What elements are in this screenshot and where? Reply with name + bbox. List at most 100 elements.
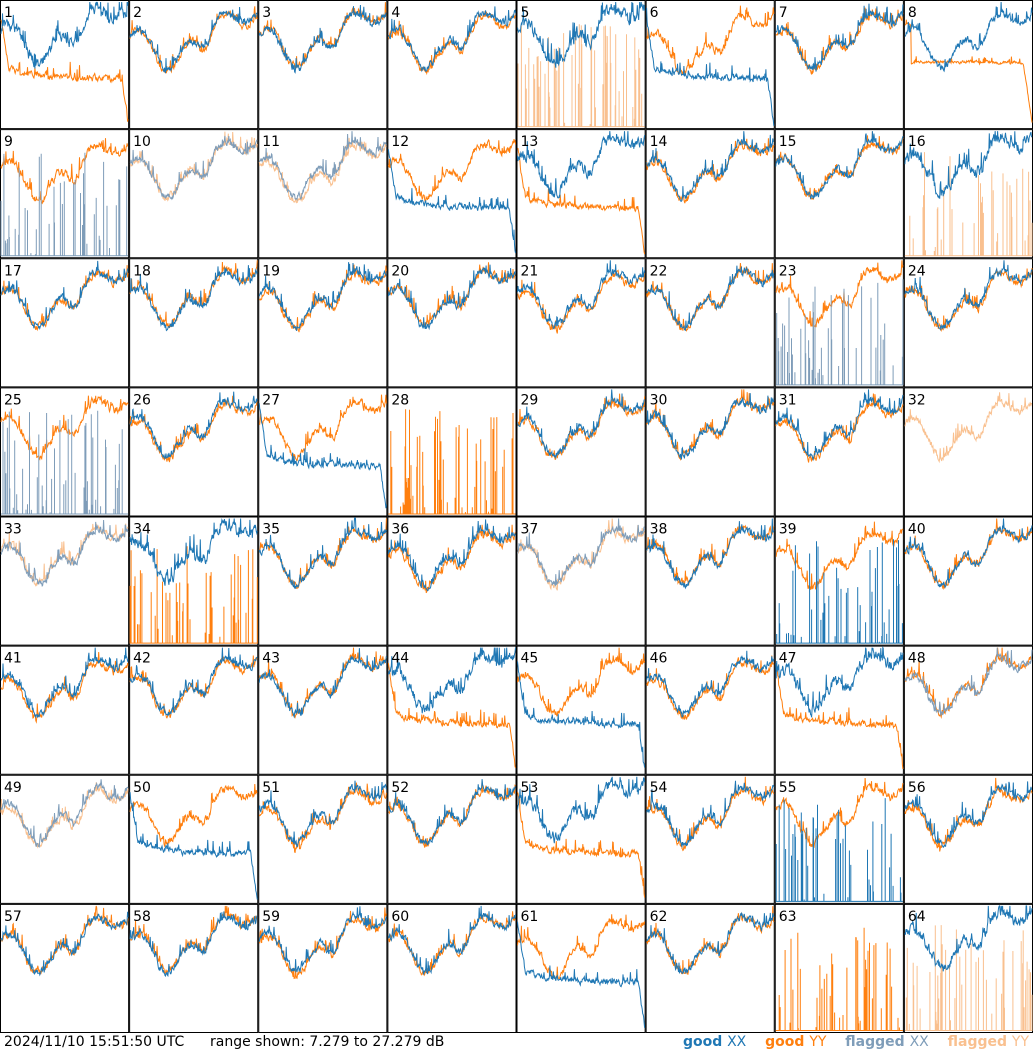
series-xx-10: [129, 135, 258, 201]
legend-flagged-xx-word: flagged: [845, 1034, 905, 1050]
panel-27: 27: [258, 387, 388, 517]
panel-label: 9: [4, 134, 13, 150]
panel-frame: [645, 903, 775, 1033]
panel-38: 38: [645, 516, 775, 646]
series-xx-50: [129, 792, 258, 900]
series-yy-32: [904, 392, 1032, 464]
series-xx-30: [646, 393, 775, 460]
series-yy-55: [775, 777, 904, 848]
series-yy-9: [0, 138, 129, 205]
series-xx-1: [0, 1, 129, 69]
series-xx-33: [0, 519, 129, 588]
series-yy-25: [0, 395, 129, 461]
panel-label: 53: [521, 780, 539, 796]
series-xx-37: [517, 518, 646, 587]
panel-36: 36: [387, 516, 517, 646]
panel-49: 49: [0, 774, 130, 904]
panel-label: 23: [779, 263, 797, 279]
panel-label: 8: [908, 5, 917, 21]
panel-33: 33: [0, 516, 130, 646]
panel-label: 61: [521, 909, 539, 925]
panel-label: 11: [262, 134, 280, 150]
panel-30: 30: [645, 387, 775, 517]
panel-32: 32: [903, 387, 1033, 517]
series-xx-25: [1, 410, 129, 515]
panel-label: 56: [908, 780, 926, 796]
panel-label: 2: [133, 5, 142, 21]
panel-48: 48: [903, 645, 1033, 775]
panel-label: 49: [4, 780, 22, 796]
series-yy-27: [258, 394, 387, 462]
series-xx-42: [129, 647, 258, 717]
legend-good-yy-word: good: [765, 1034, 805, 1050]
panel-frame: [645, 645, 775, 775]
series-xx-47: [775, 646, 904, 718]
panel-label: 39: [779, 522, 797, 538]
panel-frame: [645, 516, 775, 646]
series-yy-53: [517, 791, 646, 898]
legend-good-xx: good XX: [683, 1034, 751, 1050]
panel-frame: [129, 387, 259, 517]
panel-22: 22: [645, 258, 775, 388]
panel-frame: [129, 0, 259, 130]
series-yy-63: [775, 927, 903, 1031]
panel-label: 1: [4, 5, 13, 21]
series-xx-51: [258, 780, 387, 848]
panel-frame: [258, 258, 388, 388]
panel-label: 22: [650, 263, 668, 279]
panel-19: 19: [258, 258, 388, 388]
panel-label: 54: [650, 780, 668, 796]
panel-60: 60: [387, 903, 517, 1033]
panel-frame: [129, 774, 259, 904]
legend-flagged-yy-pol: YY: [1011, 1034, 1029, 1050]
series-yy-39: [775, 521, 904, 590]
series-xx-18: [130, 265, 258, 332]
panel-label: 37: [521, 522, 539, 538]
panel-frame: [516, 903, 646, 1033]
legend-flagged-yy: flagged YY: [948, 1034, 1029, 1050]
panel-label: 15: [779, 134, 797, 150]
series-xx-15: [775, 131, 904, 200]
series-yy-50: [129, 783, 258, 848]
panel-label: 46: [650, 651, 668, 667]
panel-frame: [516, 774, 646, 904]
panel-frame: [516, 258, 646, 388]
series-xx-20: [387, 264, 516, 331]
panel-20: 20: [387, 258, 517, 388]
panel-label: 25: [4, 392, 22, 408]
panel-37: 37: [516, 516, 646, 646]
series-xx-3: [258, 4, 387, 74]
panel-label: 18: [133, 263, 151, 279]
panel-label: 51: [262, 780, 280, 796]
panel-2: 2: [129, 0, 259, 130]
panel-label: 30: [650, 392, 668, 408]
series-xx-22: [646, 265, 775, 331]
panel-41: 41: [0, 645, 130, 775]
panel-14: 14: [645, 129, 775, 259]
panel-frame: [387, 258, 517, 388]
panel-label: 14: [650, 134, 668, 150]
panel-frame: [903, 516, 1033, 646]
series-yy-61: [517, 914, 646, 980]
series-xx-31: [775, 389, 904, 462]
panel-frame: [903, 645, 1033, 775]
panel-61: 61: [516, 903, 646, 1033]
series-yy-56: [904, 777, 1033, 852]
series-xx-40: [904, 518, 1033, 589]
legend-flagged-xx: flagged XX: [845, 1034, 933, 1050]
series-yy-21: [517, 269, 646, 334]
series-yy-49: [0, 782, 129, 849]
panel-label: 31: [779, 392, 797, 408]
series-xx-36: [387, 519, 516, 592]
panel-42: 42: [129, 645, 259, 775]
panel-label: 45: [521, 651, 539, 667]
panel-label: 27: [262, 392, 280, 408]
series-xx-49: [0, 779, 129, 848]
panel-59: 59: [258, 903, 388, 1033]
panel-label: 3: [262, 5, 271, 21]
panel-label: 38: [650, 522, 668, 538]
panel-label: 21: [521, 263, 539, 279]
panel-label: 33: [4, 522, 22, 538]
series-yy-57: [0, 905, 129, 975]
series-xx-45: [517, 661, 646, 768]
